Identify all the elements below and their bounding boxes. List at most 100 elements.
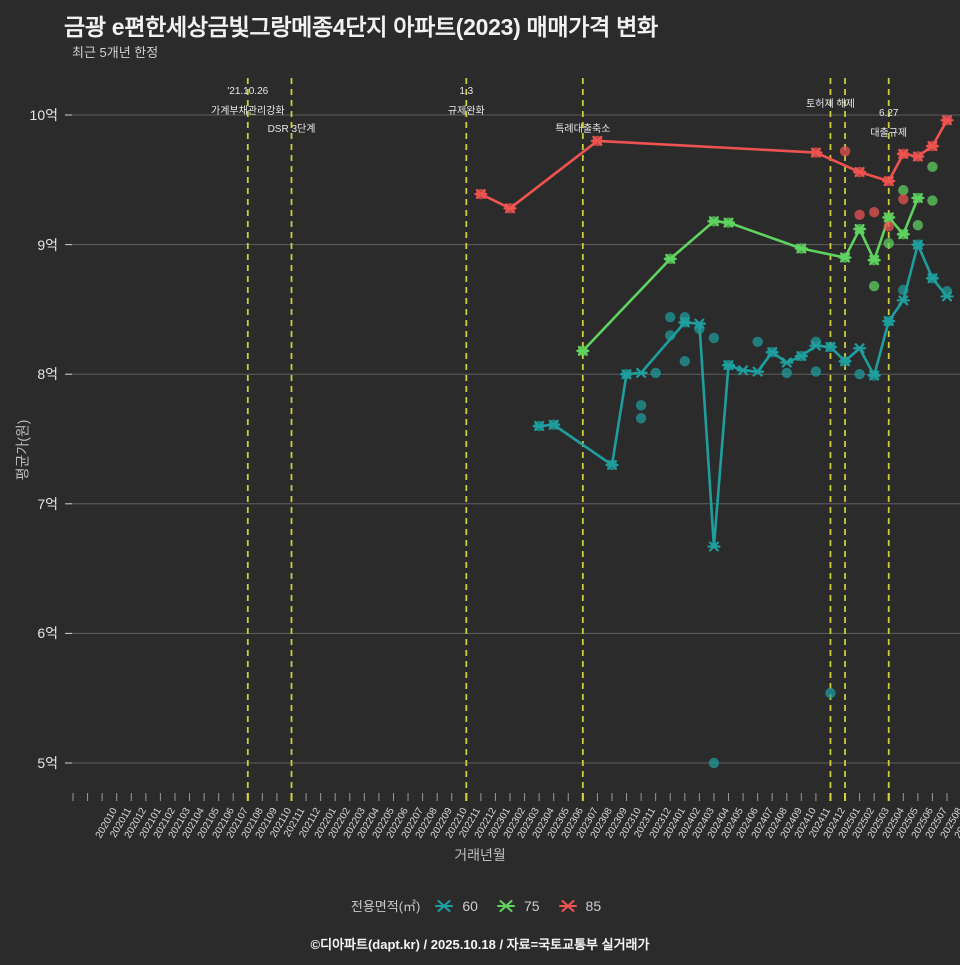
scatter-point [883,221,894,232]
y-tick: 8억 [0,366,66,394]
vline-label-bottom: 특례대출축소 [555,124,611,135]
series-marker [809,340,823,351]
chart-legend: 전용면적(㎡) 60 75 85 [0,896,960,915]
series-marker [503,203,517,214]
series-marker [634,367,648,378]
legend-item-85[interactable]: 85 [557,897,602,914]
y-tick-label: 5억 [37,755,58,771]
scatter-point [825,687,836,699]
series-marker [751,366,765,377]
series-marker [736,365,750,376]
legend-item-75[interactable]: 75 [495,898,540,914]
scatter-point [635,413,647,424]
series-line [479,118,949,210]
scatter-point [927,161,938,173]
series-marker [678,317,692,328]
scatter-point [635,400,647,411]
scatter-point [679,356,690,367]
series-marker [896,229,910,240]
series-marker [925,273,940,284]
series-line [581,196,920,353]
y-tick: 5억 [0,755,66,783]
series-marker [619,369,634,380]
series-marker [809,147,823,158]
scatter-point [854,369,865,380]
scatter-point [810,366,822,377]
series-marker [896,295,910,306]
y-axis-label: 평균가(원) [14,419,31,481]
x-axis-label: 거래년월 [454,847,506,863]
series-60 [532,239,954,769]
series-marker [794,350,808,362]
legend-star-icon-75 [496,899,516,912]
legend-title: 전용면적(㎡) [350,899,421,914]
series-marker [911,239,925,250]
series-marker [794,243,808,254]
series-marker [721,360,736,371]
y-tick: 6억 [0,625,66,653]
scatter-point [650,367,661,379]
y-tick: 10억 [0,107,66,135]
legend-label-85: 85 [585,897,602,914]
vline-label-bottom: 토허제 해제 [806,99,855,110]
y-tick-label: 6억 [37,625,58,642]
scatter-point [752,336,763,347]
series-marker [852,223,867,235]
scatter-point [708,332,720,344]
series-marker [911,192,925,204]
y-tick-label: 7억 [37,495,58,512]
vline-label-top: '21.10.26 [227,86,269,97]
series-marker [882,212,896,223]
legend-label-75: 75 [523,897,540,914]
scatter-point [912,219,924,231]
scatter-point [854,209,865,220]
scatter-point [898,184,909,196]
y-tick-label: 9억 [37,236,58,253]
series-marker [867,370,881,381]
y-tick: 7억 [0,496,66,524]
vline-label-bottom: DSR 3단계 [267,124,316,135]
series-marker [838,252,852,263]
scatter-point [708,757,720,769]
vline-label-bottom: 가계부채관리강화 [210,106,285,117]
y-tick-label: 10억 [29,107,58,123]
legend-star-icon-85 [558,899,577,912]
series-marker [896,148,910,159]
scatter-point [927,195,938,206]
series-marker [780,357,794,368]
series-marker [663,253,677,264]
legend-item-60[interactable]: 60 [433,898,478,914]
series-marker [692,318,706,329]
series-marker [532,420,546,432]
scatter-point [868,207,880,218]
series-marker [707,541,721,552]
page-title: 금광 e편한세상금빛그랑메종4단지 아파트(2023) 매매가격 변화 [64,14,658,40]
legend-star-icon-60 [435,899,454,912]
scatter-point [883,238,894,249]
series-75 [576,161,938,357]
series-marker [590,135,605,146]
scatter-point [868,280,880,292]
series-marker [940,115,954,126]
series-marker [882,176,896,187]
series-marker [940,291,954,302]
series-marker [911,151,925,162]
vline-label-bottom: 대출규제 [870,128,908,139]
chart-subtitle: 최근 5개년 한정 [72,45,159,60]
scatter-point [665,311,676,323]
series-marker [765,347,779,358]
vline-label-top: 6.27 [878,108,899,119]
y-tick-label: 8억 [37,366,58,383]
series-marker [882,316,896,327]
series-marker [605,459,619,470]
series-marker [925,141,940,152]
series-marker [707,216,721,227]
scatter-point [839,146,851,157]
series-marker [823,341,838,353]
series-marker [474,188,488,200]
series-marker [576,345,590,356]
series-85 [474,114,954,232]
scatter-point [898,194,909,205]
